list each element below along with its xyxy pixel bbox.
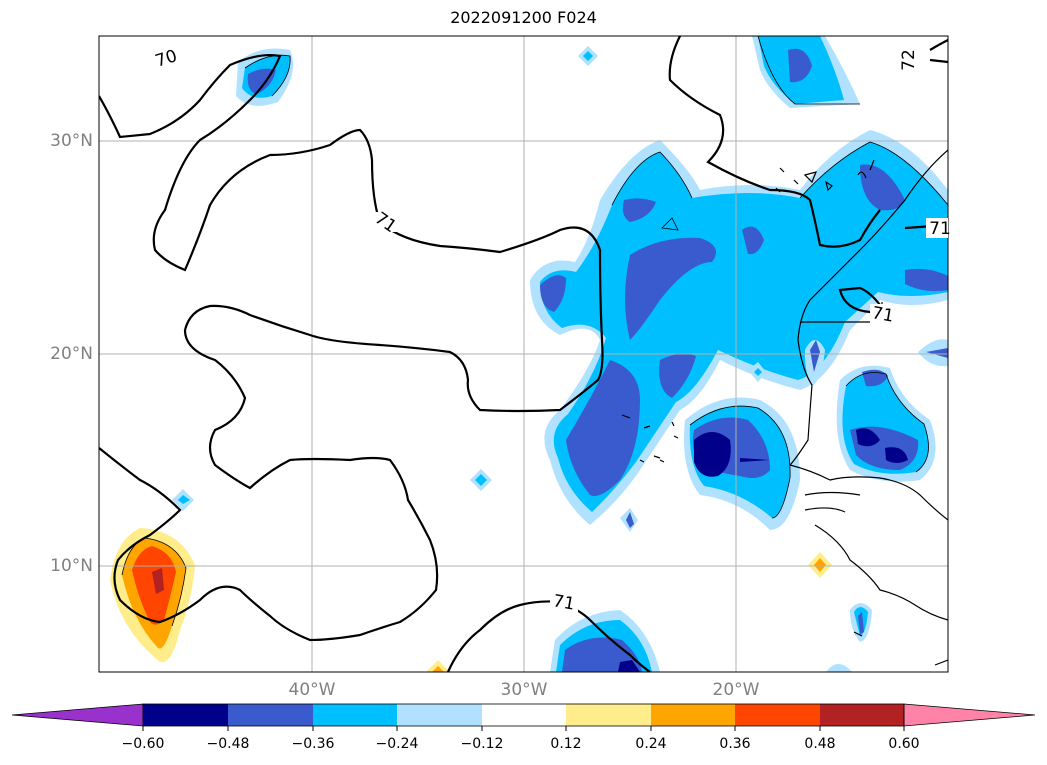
contour-label-group: 70 71 71 71 72 71 xyxy=(152,46,951,615)
colorbar-bin xyxy=(820,704,904,726)
colorbar-bin xyxy=(313,704,397,726)
contour-label: 71 xyxy=(870,303,895,326)
grid-lines xyxy=(99,36,948,672)
colorbar-bin xyxy=(651,704,735,726)
colorbar-tick-label: −0.12 xyxy=(460,736,504,752)
colorbar-bin xyxy=(228,704,313,726)
colorbar-bin xyxy=(735,704,820,726)
contour-label: 72 xyxy=(899,49,919,71)
colorbar-tick-label: 0.60 xyxy=(888,736,920,752)
lon-label-30w: 30°W xyxy=(500,680,548,700)
colorbar-over xyxy=(903,703,1036,727)
colorbar-bin xyxy=(143,704,228,726)
contour-label: 71 xyxy=(929,219,951,239)
shaded-field xyxy=(110,36,948,672)
lat-label-30n: 30°N xyxy=(50,131,93,151)
lat-label-20n: 20°N xyxy=(50,344,93,364)
colorbar-tick-label: 0.48 xyxy=(804,736,836,752)
colorbar-tick-label: −0.60 xyxy=(121,736,165,752)
page-title: 2022091200 F024 xyxy=(450,8,597,27)
colorbar-bin xyxy=(397,704,482,726)
colorbar-tick-label: −0.48 xyxy=(206,736,250,752)
colorbar-bin xyxy=(566,704,651,726)
axes-frame xyxy=(98,35,949,673)
colorbar xyxy=(11,703,1036,731)
lat-label-10n: 10°N xyxy=(50,556,93,576)
contour-label: 71 xyxy=(551,591,576,614)
lon-label-40w: 40°W xyxy=(288,680,336,700)
shading-edges xyxy=(121,36,948,627)
colorbar-tick-label: 0.36 xyxy=(719,736,751,752)
colorbar-tick-label: 0.24 xyxy=(635,736,667,752)
colorbar-tick-label: −0.24 xyxy=(375,736,419,752)
colorbar-tick-label: 0.12 xyxy=(550,736,582,752)
colorbar-tick-label: −0.36 xyxy=(291,736,335,752)
colorbar-under xyxy=(11,703,144,727)
coastline xyxy=(621,149,948,666)
colorbar-bin xyxy=(482,704,566,726)
lon-label-20w: 20°W xyxy=(712,680,760,700)
